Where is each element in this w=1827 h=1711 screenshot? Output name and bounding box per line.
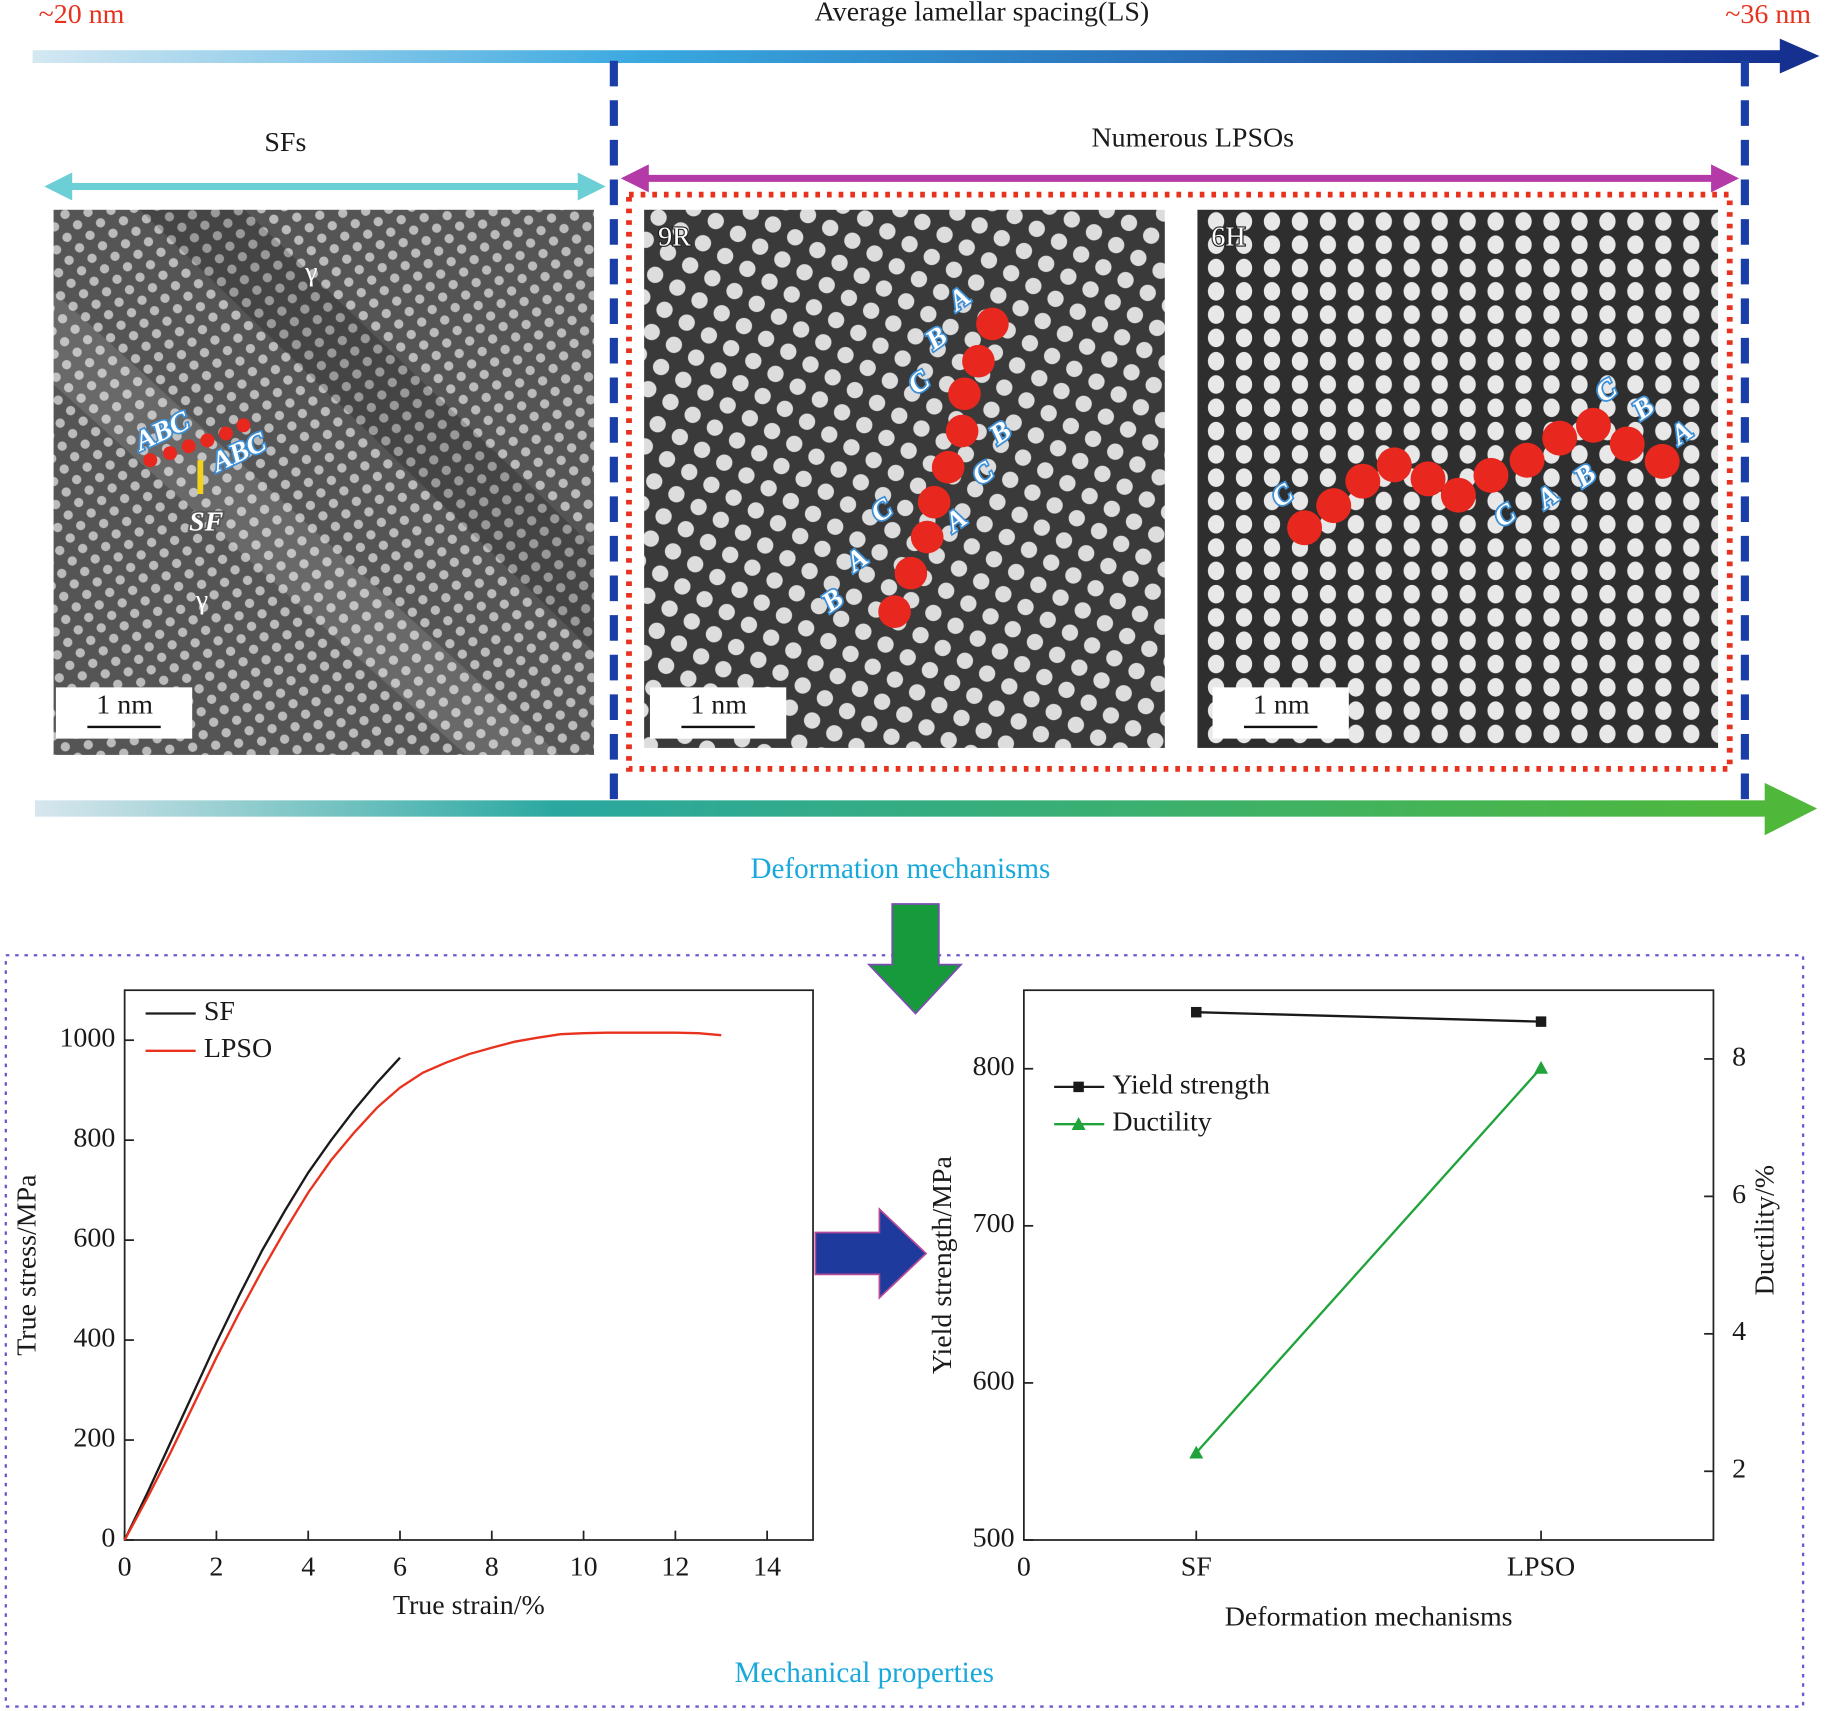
plot-frame: [123, 989, 814, 1541]
y-tick-label: 0: [101, 1522, 115, 1553]
x-tick-label: 6: [393, 1552, 407, 1583]
6h-dots: [1287, 407, 1680, 546]
y-tick-label: 800: [973, 1051, 1015, 1082]
mechanism-arrow: [34, 800, 1771, 817]
y-tick-label: 1000: [59, 1023, 115, 1054]
sf-label: SF: [189, 507, 224, 538]
scale-bar: 1 nm: [1212, 687, 1349, 739]
scale-bar: 1 nm: [649, 687, 787, 739]
legend-label: Ductility: [1112, 1107, 1211, 1138]
x-tick-label: LPSO: [1507, 1552, 1575, 1583]
arrow-head: [577, 172, 606, 201]
fault-band: [53, 291, 560, 755]
y2-tick-label: 6: [1732, 1179, 1746, 1210]
arrow-head: [620, 164, 649, 193]
marker: [1073, 1081, 1084, 1093]
arrow-head: [44, 172, 73, 201]
phase-label: γ: [195, 585, 208, 616]
panel-1-dots: [143, 418, 251, 468]
x-axis-title: Deformation mechanisms: [1225, 1602, 1513, 1633]
arrow-head: [1764, 782, 1818, 836]
marker: [1534, 1060, 1549, 1074]
x-tick-label: 4: [301, 1552, 315, 1583]
y2-tick-label: 2: [1732, 1454, 1746, 1485]
scale-label: 1 nm: [96, 690, 153, 721]
marker: [1535, 1016, 1547, 1027]
legend-label: Yield strength: [1112, 1069, 1270, 1100]
arrow-head: [1711, 164, 1740, 193]
right-arrow: [814, 1207, 928, 1300]
9r-dots: [878, 307, 1009, 628]
x-tick-label: 10: [570, 1552, 598, 1583]
properties-label: Mechanical properties: [735, 1657, 994, 1689]
y-axis-title: True stress/MPa: [12, 1174, 43, 1356]
sf-region-label: SFs: [264, 127, 306, 158]
scale-bar: 1 nm: [55, 687, 193, 739]
y-tick-label: 400: [73, 1322, 115, 1353]
x-tick-label: 2: [209, 1552, 223, 1583]
micrograph: [53, 209, 595, 755]
origin-label: 0: [1017, 1552, 1031, 1583]
y-tick-label: 600: [73, 1223, 115, 1254]
scale-label: 1 nm: [1253, 690, 1310, 721]
scale-label: 1 nm: [690, 690, 747, 721]
panel-label: 9R: [658, 221, 691, 252]
chart: 0 200 400 600 800 1000 0 2 4 6 8 10 12 14 True strain/…: [12, 989, 814, 1621]
y2-axis-title: Ductility/%: [1749, 1165, 1780, 1295]
panel-label: 6H: [1211, 221, 1245, 252]
x-tick-label: SF: [1181, 1552, 1212, 1583]
mechanism-label: Deformation mechanisms: [750, 853, 1050, 885]
lpso-region-label: Numerous LPSOs: [1091, 122, 1294, 153]
x-tick-label: 14: [753, 1552, 781, 1583]
y2-tick-label: 8: [1732, 1041, 1746, 1072]
x-tick-label: 0: [118, 1552, 132, 1583]
marker: [1071, 1117, 1086, 1130]
plot-frame: [1022, 989, 1715, 1541]
y-tick-label: 700: [973, 1208, 1015, 1239]
y-tick-label: 200: [73, 1422, 115, 1453]
y-tick-label: 800: [73, 1123, 115, 1154]
series-line: [1196, 1011, 1542, 1023]
chart: 500 600 700 800 2 4 6 8 SF LPSO 0 Deformation mecha…: [927, 989, 1780, 1633]
arrow-head: [1779, 38, 1820, 74]
y2-tick-label: 4: [1732, 1316, 1746, 1347]
micrograph: [644, 209, 1165, 748]
down-arrow: [866, 903, 963, 1015]
series-line: [1195, 1067, 1542, 1454]
marker: [1189, 1445, 1204, 1459]
y-tick-label: 600: [973, 1365, 1015, 1396]
x-axis-title: True strain/%: [393, 1590, 545, 1621]
y-tick-label: 500: [973, 1522, 1015, 1553]
y-axis-title: Yield strength/MPa: [927, 1155, 958, 1374]
lpso-box: [626, 191, 1733, 772]
properties-box: [4, 954, 1805, 1708]
series-line: [123, 1056, 401, 1541]
charts: 0 200 400 600 800 1000 0 2 4 6 8 10 12 14 True strain/…: [12, 989, 1780, 1633]
legend-label: SF: [204, 996, 235, 1027]
legend-label: LPSO: [204, 1033, 272, 1064]
spacing-arrow: [32, 50, 1786, 64]
diagram-title: Average lamellar spacing(LS): [815, 0, 1150, 28]
phase-label: γ: [304, 256, 317, 287]
fault-band: [139, 209, 595, 653]
x-tick-label: 12: [661, 1552, 689, 1583]
left-label: ~20 nm: [39, 0, 125, 30]
x-tick-label: 8: [485, 1552, 499, 1583]
marker: [1191, 1006, 1202, 1018]
series-line: [123, 1031, 722, 1541]
right-label: ~36 nm: [1725, 0, 1811, 30]
